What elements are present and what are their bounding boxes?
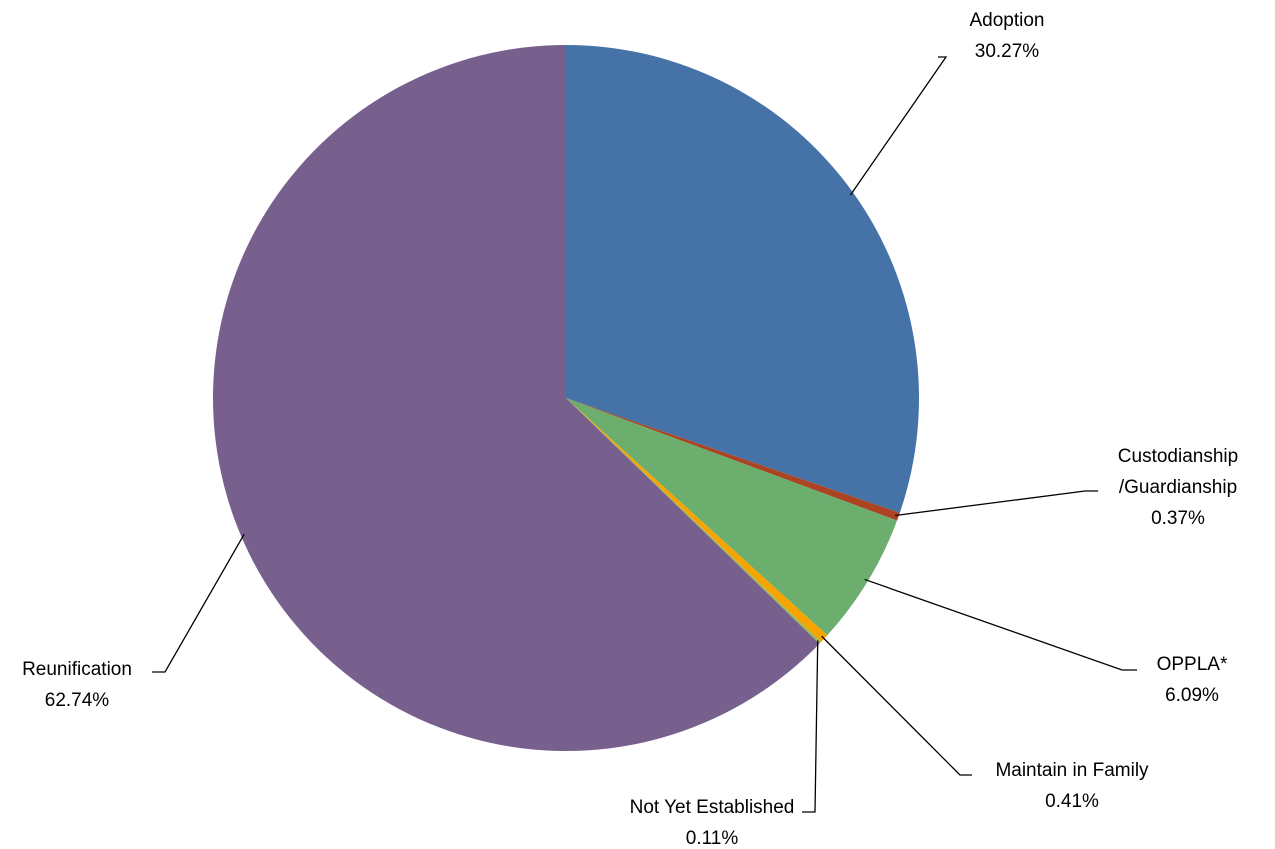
pie-slice-oppla (566, 398, 898, 636)
data-label-value: 6.09% (1165, 685, 1219, 706)
pie-slice-reunification (213, 45, 820, 751)
pie-slice-adoption (566, 45, 920, 513)
data-label-value: 30.27% (975, 41, 1040, 62)
data-label-custodianship-guardianship: Custodianship/Guardianship 0.37% (1118, 446, 1238, 529)
pie-slices (213, 45, 920, 751)
data-label-adoption: Adoption 30.27% (969, 10, 1044, 62)
pie-slice-not-yet-established (566, 398, 822, 644)
data-label-not-yet-established: Not Yet Established 0.11% (630, 797, 795, 849)
leader-line-not-yet-established (802, 640, 819, 813)
leader-line-maintain-in-family (821, 635, 972, 776)
data-label-value: 62.74% (45, 690, 110, 711)
data-label-value: 0.11% (686, 828, 739, 849)
data-label-maintain-in-family: Maintain in Family 0.41% (995, 760, 1149, 812)
data-label-category: Not Yet Established (630, 797, 795, 818)
data-label-category: OPPLA* (1157, 654, 1228, 675)
pie-slice-custodianship-guardianship (566, 398, 900, 521)
data-label-category: Maintain in Family (995, 760, 1149, 781)
data-label-category: Reunification (22, 659, 132, 680)
leader-line-custodianship-guardianship (895, 490, 1098, 517)
leader-lines (152, 56, 1137, 813)
data-label-value: 0.41% (1045, 791, 1099, 812)
leader-line-adoption (849, 56, 948, 196)
pie-slice-maintain-in-family (566, 398, 828, 642)
data-label-value: 0.37% (1151, 508, 1205, 529)
leader-line-reunification (152, 533, 245, 673)
data-label-category: Adoption (969, 10, 1044, 31)
data-label-category: Custodianship (1118, 446, 1238, 467)
data-label-reunification: Reunification 62.74% (22, 659, 132, 711)
leader-line-oppla (864, 578, 1137, 671)
data-labels: Adoption 30.27% Custodianship/Guardianship… (22, 10, 1238, 849)
data-label-category: /Guardianship (1119, 477, 1237, 498)
data-label-oppla: OPPLA* 6.09% (1157, 654, 1228, 706)
